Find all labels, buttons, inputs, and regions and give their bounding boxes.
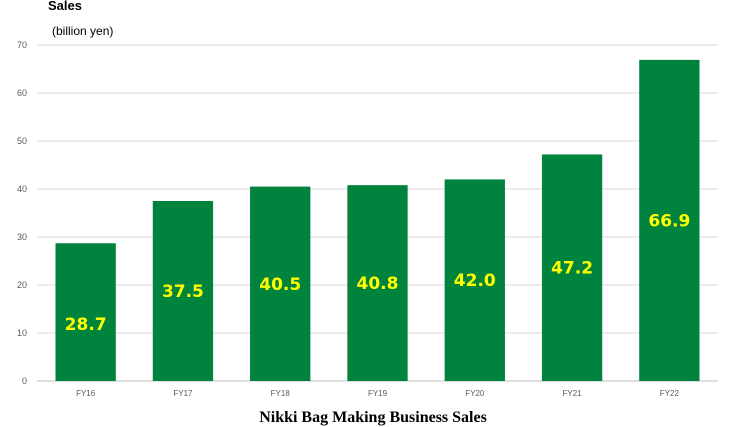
x-tick-label: FY21	[563, 389, 583, 398]
x-axis-ticks: FY16 FY17 FY18 FY19 FY20 FY21 FY22	[76, 389, 679, 398]
bar-fy18	[250, 186, 311, 381]
data-label-fy19: 40.8	[357, 274, 399, 294]
data-labels: 28.7 37.5 40.5 40.8 42.0 47.2 66.9	[65, 211, 691, 335]
y-tick-label: 50	[17, 136, 27, 146]
y-tick-label: 30	[17, 232, 27, 242]
bars	[55, 59, 700, 381]
bar-fy22	[639, 59, 700, 381]
data-label-fy21: 47.2	[551, 259, 593, 279]
y-tick-label: 0	[22, 376, 27, 386]
y-tick-label: 60	[17, 88, 27, 98]
bar-fy17	[152, 201, 214, 381]
bar-fy20	[444, 179, 505, 381]
bar-fy21	[541, 154, 603, 381]
data-label-fy18: 40.5	[259, 275, 301, 295]
y-tick-label: 40	[17, 184, 27, 194]
bar-fy19	[347, 185, 408, 381]
y-axis-ticks: 0 10 20 30 40 50 60 70	[17, 40, 27, 386]
bar-fy16	[55, 243, 116, 381]
x-tick-label: FY19	[368, 389, 388, 398]
chart-title: Sales	[48, 0, 82, 13]
data-label-fy22: 66.9	[648, 211, 690, 231]
data-label-fy20: 42.0	[454, 271, 496, 291]
x-tick-label: FY17	[173, 389, 193, 398]
x-tick-label: FY18	[271, 389, 291, 398]
x-tick-label: FY20	[465, 389, 485, 398]
data-label-fy17: 37.5	[162, 282, 204, 302]
x-tick-label: FY16	[76, 389, 96, 398]
y-tick-label: 10	[17, 328, 27, 338]
data-label-fy16: 28.7	[65, 315, 107, 335]
y-axis-unit-label: (billion yen)	[52, 24, 113, 38]
figure-caption: Nikki Bag Making Business Sales	[259, 409, 487, 426]
y-tick-label: 20	[17, 280, 27, 290]
x-tick-label: FY22	[660, 389, 680, 398]
y-tick-label: 70	[17, 40, 27, 50]
